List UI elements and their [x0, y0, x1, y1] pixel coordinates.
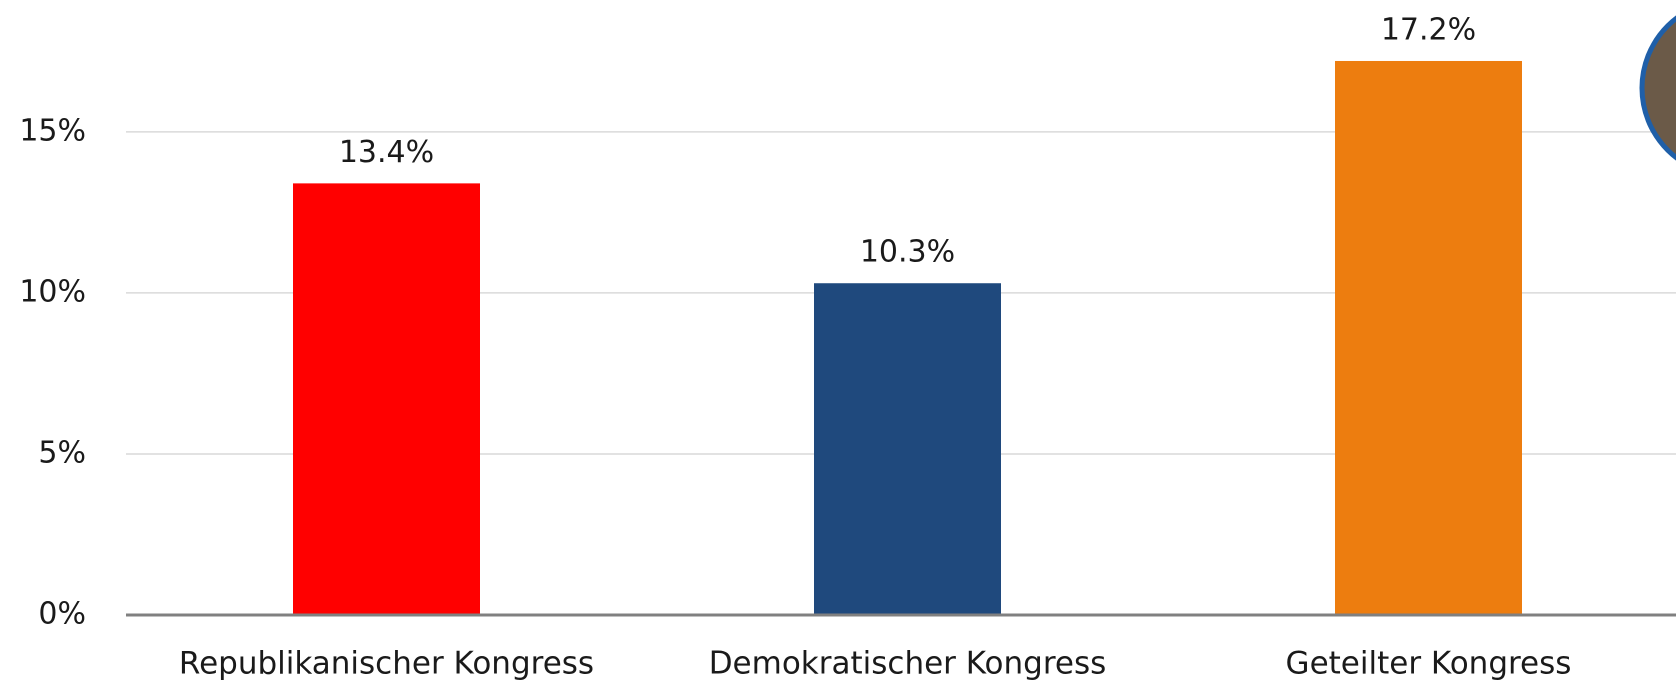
bar [293, 183, 480, 615]
x-tick-label: Geteilter Kongress [1286, 646, 1572, 682]
presenter-photo [1639, 15, 1676, 161]
bar [1335, 60, 1522, 616]
x-tick-label: Republikanischer Kongress [179, 646, 594, 682]
y-tick-label: 5% [38, 435, 86, 470]
y-tick-label: 10% [19, 274, 86, 309]
bar [814, 283, 1001, 615]
value-label: 13.4% [339, 135, 434, 170]
y-tick-label: 0% [38, 597, 86, 632]
y-tick-label: 15% [19, 113, 86, 148]
x-tick-label: Demokratischer Kongress [709, 646, 1107, 682]
photo-circle [1639, 15, 1676, 161]
value-label: 10.3% [860, 235, 955, 270]
value-label: 17.2% [1381, 12, 1476, 47]
